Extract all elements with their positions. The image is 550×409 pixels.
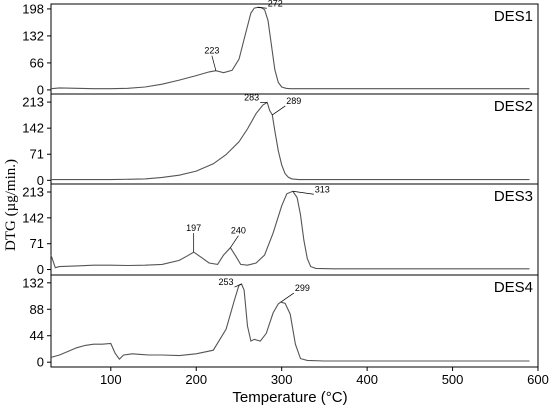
x-tick-label: 400 [356, 372, 378, 387]
peak-annotation: 283 [244, 92, 259, 102]
y-tick-label: 0 [37, 173, 44, 188]
panel-frame [50, 274, 539, 368]
x-tick-label: 200 [185, 372, 207, 387]
annotation-leader [272, 105, 286, 116]
x-tick-label: 300 [271, 372, 293, 387]
series-line-des1 [50, 6, 530, 90]
panel-frame [50, 183, 539, 276]
peak-annotation: 223 [204, 46, 219, 56]
peak-annotation: 240 [231, 226, 246, 236]
y-tick-label: 71 [30, 147, 44, 162]
panel-des3: 0 71 142 213 DES3 197 240 313 [22, 183, 539, 277]
peak-annotation: 299 [295, 283, 310, 293]
annotation-leader [211, 55, 217, 71]
peak-annotation: 253 [218, 277, 233, 287]
panel-label: DES4 [494, 279, 533, 296]
annotation-leader [257, 6, 267, 9]
x-tick-label: 600 [527, 372, 549, 387]
peak-annotation: 197 [186, 223, 201, 233]
y-tick-label: 142 [22, 210, 44, 225]
panel-label: DES3 [494, 188, 533, 205]
panel-label: DES1 [494, 8, 533, 25]
y-tick-label: 0 [37, 82, 44, 97]
y-tick-label: 213 [22, 95, 44, 110]
panel-label: DES2 [494, 98, 533, 115]
y-tick-label: 142 [22, 121, 44, 136]
peak-annotation: 313 [315, 184, 330, 194]
annotation-leader [234, 283, 242, 288]
y-tick-label: 44 [30, 328, 44, 343]
annotation-leader [230, 235, 239, 248]
peak-annotation: 272 [268, 0, 283, 8]
series-line-des2 [51, 101, 530, 181]
y-tick-label: 213 [22, 185, 44, 200]
y-tick-label: 0 [37, 262, 44, 277]
x-axis-label: Temperature (°C) [232, 389, 347, 406]
panel-des4: 0 44 88 132 DES4 253 299 [22, 274, 539, 370]
series-line-des3 [50, 190, 530, 270]
panel-des2: 0 71 142 213 DES2 283 289 [22, 92, 539, 188]
x-tick-label: 500 [442, 372, 464, 387]
y-axis-label: DTG (µg/min.) [3, 159, 19, 251]
annotation-leader [292, 190, 314, 195]
y-tick-label: 66 [30, 55, 44, 70]
x-axis: 100 200 300 400 500 600 [100, 367, 549, 387]
panel-frame [50, 3, 539, 95]
panel-frame [50, 93, 539, 185]
y-tick-label: 88 [30, 302, 44, 317]
y-tick-label: 71 [30, 236, 44, 251]
annotation-leader [280, 292, 295, 303]
panels-layer: 0 66 132 198 DES1 223 272 0 71 142 213 DES2 283 289 0 7… [22, 0, 539, 370]
y-tick-label: 198 [22, 1, 44, 16]
y-tick-label: 132 [22, 28, 44, 43]
panel-des1: 0 66 132 198 DES1 223 272 [22, 0, 539, 97]
y-tick-label: 132 [22, 275, 44, 290]
y-tick-label: 0 [37, 355, 44, 370]
x-tick-label: 100 [100, 372, 122, 387]
peak-annotation: 289 [286, 96, 301, 106]
